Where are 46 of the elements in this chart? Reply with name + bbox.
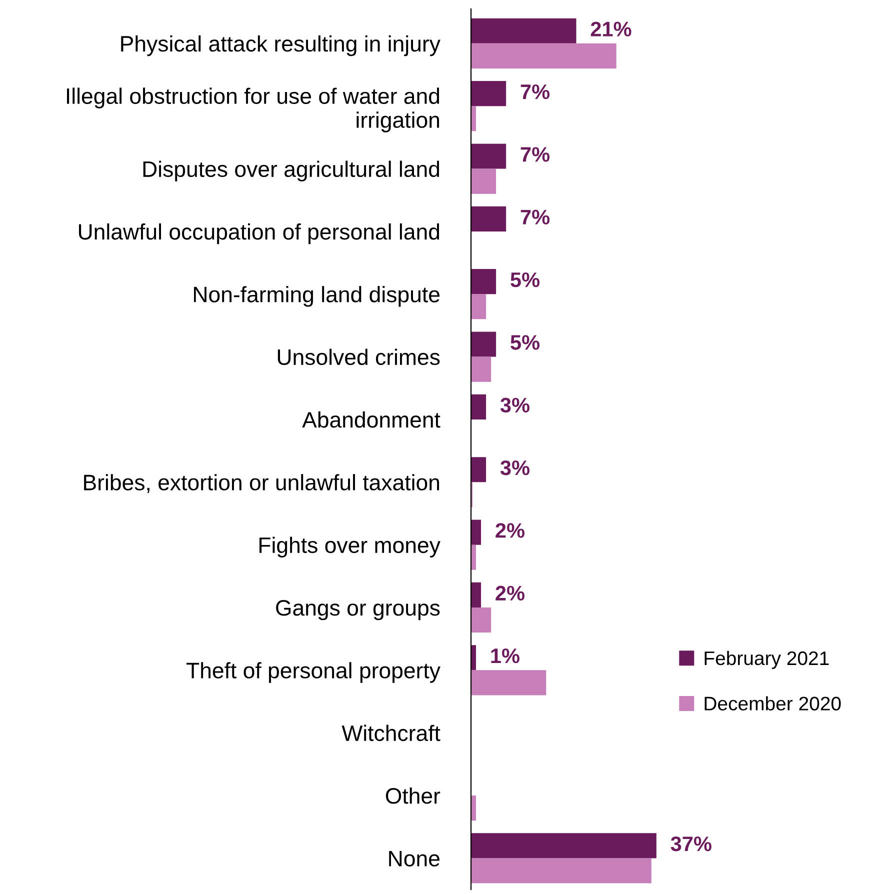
data-label: 7% [520,84,550,100]
y-tick-label: Witchcraft [342,724,440,742]
data-label: 3% [500,398,530,413]
bar [471,18,576,44]
bar [471,520,482,545]
data-label: 7% [520,147,550,162]
bar [471,168,496,194]
y-tick-label: Disputes over agricultural land [143,160,440,182]
bar [471,356,492,382]
data-label: 5% [510,335,540,350]
data-label: 21% [590,22,632,36]
y-tick-label: Gangs or groups [276,600,440,620]
bar [471,457,486,482]
data-label: 5% [510,272,540,288]
data-label: 1% [491,648,520,664]
y-tick-label: Other [386,787,440,804]
legend-label: February 2021 [704,650,829,669]
bar [471,206,506,232]
bar [471,269,496,294]
data-label: 37% [670,836,712,852]
bar [471,394,486,420]
y-tick-label: Non-farming land dispute [194,286,440,307]
y-tick-label: Fights over money [259,536,440,558]
data-label: 2% [496,586,524,601]
bar [471,144,506,169]
bar [471,833,656,858]
bar [471,81,506,106]
y-tick-label: Abandonment [302,411,440,428]
bar [471,670,546,696]
data-label: 2% [496,523,524,538]
bar [471,582,482,608]
y-tick-label: Physical attack resulting in injury [121,35,440,56]
bar [471,332,496,357]
y-tick-label: Unsolved crimes [278,348,440,366]
y-tick-label: Illegal obstruction for use of water and irrigation [67,88,440,132]
data-label: 3% [500,460,530,476]
bar [471,858,652,884]
legend-label: December 2020 [704,696,841,710]
y-tick-label: Theft of personal property [186,662,440,683]
data-label: 7% [520,210,550,224]
y-tick-label: Bribes, extortion or unlawful taxation [84,474,440,494]
y-tick-label: None [389,850,440,866]
bar [471,607,492,633]
y-tick-label: Unlawful occupation of personal land [78,223,440,244]
bar [471,294,486,320]
bar [471,43,616,68]
